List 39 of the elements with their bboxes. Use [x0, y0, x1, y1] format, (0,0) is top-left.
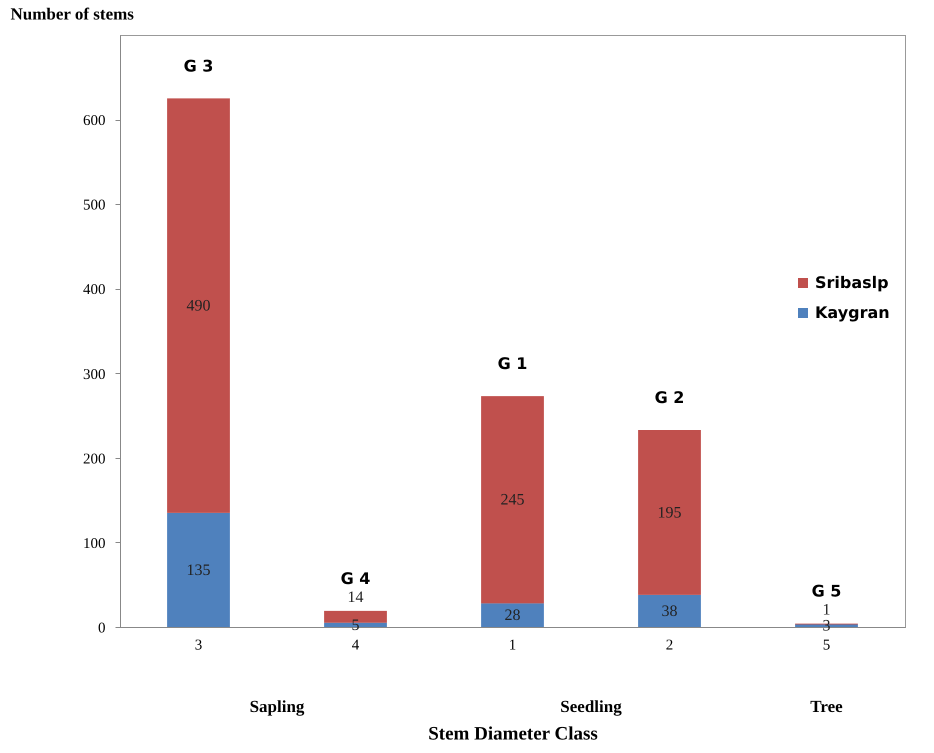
bar [638, 594, 701, 627]
data-label: 1 [822, 602, 830, 619]
x-axis-title: Stem Diameter Class [428, 724, 598, 744]
bar [167, 98, 230, 513]
x-tick-label: 5 [822, 638, 830, 654]
bar [638, 430, 701, 595]
data-label: 14 [348, 588, 364, 606]
data-label: 245 [500, 492, 524, 509]
y-tick-label: 200 [83, 451, 106, 468]
annotation: G 2 [654, 388, 684, 407]
bar [481, 396, 544, 604]
annotation: G 5 [812, 582, 842, 601]
annotation: G 3 [184, 56, 214, 76]
y-tick-label: 400 [83, 282, 106, 298]
data-label: 38 [662, 602, 678, 620]
text: Seedling [560, 697, 622, 716]
text: Tree [810, 697, 844, 716]
data-label: 195 [658, 504, 682, 522]
y-tick-label: 500 [83, 198, 106, 214]
y-axis-title: Number of stems [10, 4, 134, 24]
x-tick-label: 1 [508, 638, 516, 654]
annotation: G 1 [498, 354, 528, 374]
data-label: 3 [822, 618, 830, 635]
y-tick-label: 100 [83, 536, 106, 552]
bar [481, 603, 544, 627]
y-tick-label: 600 [83, 113, 106, 130]
data-label: 28 [504, 607, 520, 624]
text: Sapling [250, 697, 305, 716]
x-tick-label: 4 [352, 638, 360, 654]
legend-label: Sribaslp [815, 273, 889, 292]
data-label: 135 [186, 562, 210, 579]
annotation: G 4 [340, 568, 370, 588]
data-label: 490 [186, 298, 210, 315]
bar [167, 512, 230, 627]
y-tick-label: 0 [98, 620, 106, 636]
legend-label: Kaygran [815, 303, 890, 322]
x-tick-label: 3 [194, 638, 202, 654]
x-tick-label: 2 [666, 638, 674, 654]
y-tick-label: 300 [83, 366, 106, 383]
